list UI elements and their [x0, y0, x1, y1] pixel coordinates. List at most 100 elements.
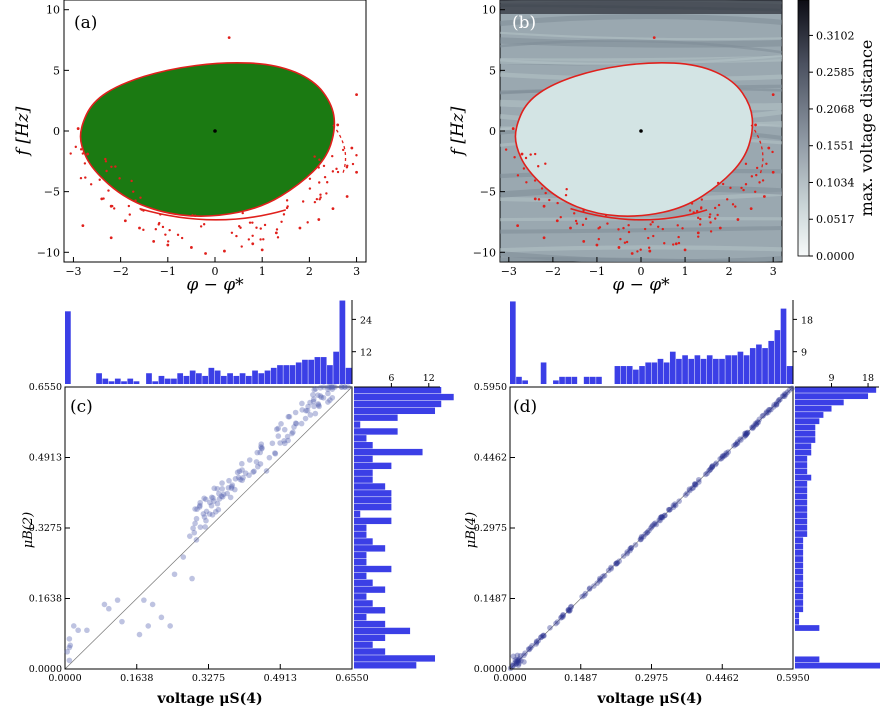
- boundary-point: [154, 228, 158, 231]
- scatter-point: [239, 467, 245, 473]
- y-tick-label: 10: [46, 4, 60, 17]
- boundary-point: [734, 205, 737, 208]
- scatter-point: [327, 397, 333, 403]
- boundary-point: [604, 213, 608, 217]
- right-hist-bar: [795, 443, 812, 450]
- boundary-point: [168, 228, 171, 232]
- boundary-point: [714, 217, 717, 220]
- boundary-point: [107, 189, 110, 192]
- scatter-point: [254, 463, 261, 470]
- boundary-point: [657, 225, 660, 228]
- scatter-point: [201, 514, 208, 520]
- boundary-point: [504, 148, 508, 151]
- scatter-point: [509, 662, 516, 669]
- scatter-point: [709, 464, 715, 470]
- scatter-point: [554, 619, 561, 625]
- heatmap-band: [500, 13, 782, 27]
- boundary-point: [761, 179, 765, 182]
- scatter-point: [518, 657, 524, 664]
- boundary-point: [625, 240, 629, 244]
- right-hist-bar: [354, 662, 417, 669]
- boundary-point: [317, 166, 320, 169]
- scatter-point: [149, 601, 156, 608]
- top-hist-bar: [639, 366, 645, 384]
- scatter-point: [773, 401, 780, 408]
- boundary-filament: [139, 207, 287, 221]
- x-tick-label: 2: [726, 265, 733, 278]
- scatter-point: [193, 515, 200, 522]
- scatter-point: [281, 438, 287, 444]
- scatter-point: [219, 480, 225, 486]
- boundary-point: [771, 170, 775, 174]
- y-tick-label: 0: [489, 125, 496, 138]
- boundary-point: [83, 162, 87, 165]
- scatter-point: [525, 646, 532, 652]
- scatter-point: [291, 424, 297, 430]
- boundary-point: [118, 177, 121, 180]
- panel-c-label: (c): [70, 397, 93, 417]
- top-hist-bar: [713, 358, 719, 384]
- scatter-point: [744, 429, 751, 436]
- boundary-point: [263, 223, 267, 227]
- right-hist-bar: [354, 524, 367, 531]
- right-hist-bar: [354, 462, 392, 470]
- scatter-point: [777, 396, 783, 403]
- scatter-point: [743, 430, 750, 437]
- scatter-point: [713, 460, 720, 466]
- scatter-point: [658, 514, 665, 521]
- scatter-point: [272, 450, 278, 456]
- scatter-point: [538, 634, 544, 641]
- scatter-point: [616, 558, 623, 564]
- scatter-point: [743, 432, 749, 438]
- scatter-point: [242, 470, 249, 476]
- x-tick-label: −1: [589, 265, 605, 278]
- right-hist-bar: [795, 437, 816, 443]
- scatter-point: [328, 384, 335, 390]
- top-hist-bar: [164, 378, 171, 384]
- top-hist-tick-label: 12: [360, 348, 372, 359]
- scatter-point: [666, 507, 673, 513]
- boundary-filament: [332, 124, 347, 175]
- scatter-point: [533, 639, 540, 646]
- boundary-point: [285, 206, 289, 210]
- top-hist-bar: [177, 373, 184, 384]
- scatter-point: [707, 466, 714, 472]
- boundary-point: [648, 246, 651, 249]
- boundary-point: [663, 242, 666, 245]
- boundary-point: [736, 218, 740, 221]
- right-hist-bar: [354, 607, 386, 614]
- scatter-point: [307, 412, 314, 418]
- scatter-point: [597, 576, 604, 583]
- boundary-point: [564, 193, 568, 197]
- top-hist-bar: [583, 376, 590, 384]
- right-hist-bar: [354, 552, 367, 559]
- boundary-point: [199, 225, 203, 228]
- right-hist-bar: [354, 407, 436, 415]
- right-hist-bar: [354, 579, 373, 586]
- scatter-point: [266, 454, 273, 461]
- boundary-point: [336, 123, 340, 127]
- boundary-point: [619, 237, 622, 241]
- scatter-point: [658, 513, 665, 520]
- top-hist-bar: [786, 366, 793, 384]
- basin-region: [514, 61, 754, 217]
- scatter-point: [225, 484, 232, 491]
- boundary-point: [537, 198, 541, 201]
- identity-line: [509, 386, 794, 670]
- right-hist-bar: [354, 600, 373, 607]
- right-hist-bar: [354, 655, 436, 662]
- right-hist-bar: [795, 656, 820, 663]
- scatter-point: [214, 500, 221, 507]
- colorbar-gradient: [797, 0, 810, 257]
- boundary-point: [627, 224, 630, 227]
- scatter-point: [755, 419, 762, 426]
- boundary-point: [262, 238, 265, 241]
- scatter-point: [690, 484, 697, 491]
- scatter-point: [712, 461, 719, 468]
- boundary-point: [688, 209, 692, 212]
- colorbar-tick-label: 0.2585: [816, 66, 855, 79]
- x-tick-label: 0.1638: [120, 673, 153, 684]
- panel-d-xlabel: voltage μS(4): [596, 691, 702, 707]
- top-hist-bar: [774, 330, 781, 384]
